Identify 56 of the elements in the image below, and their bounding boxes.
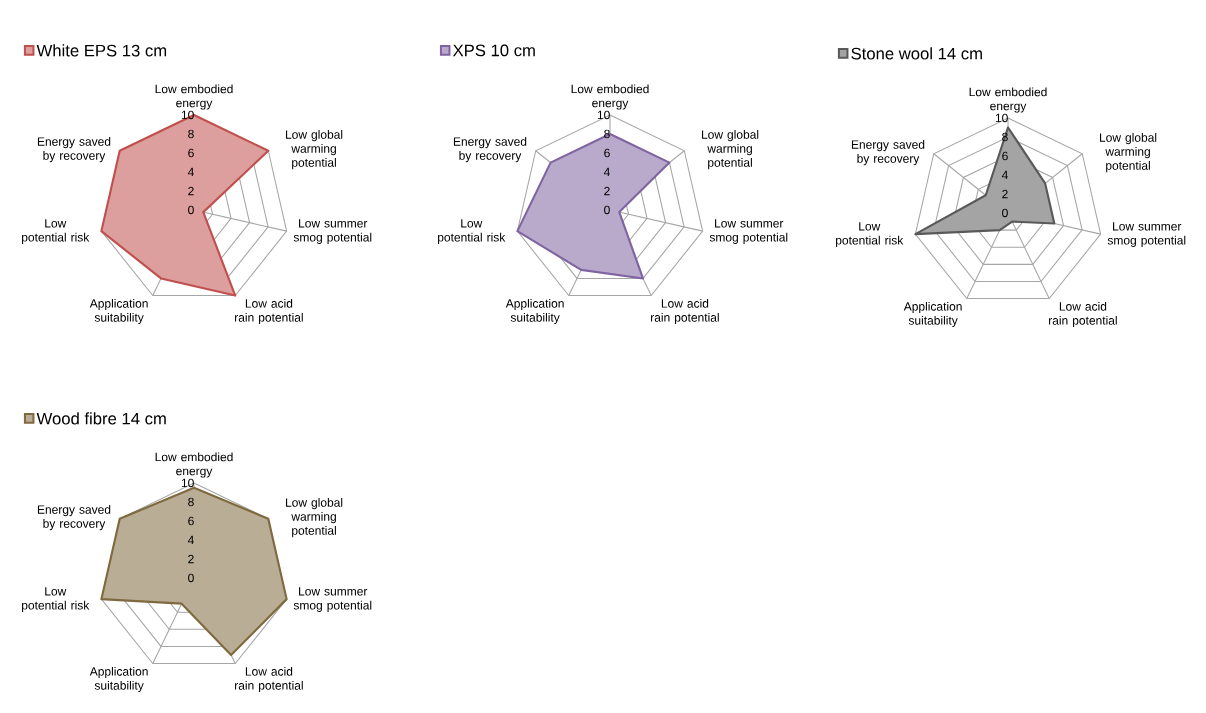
legend-label: White EPS 13 cm: [36, 44, 167, 57]
spoke-label: Low summer smog potential: [293, 219, 372, 244]
spoke-label: Energy saved by recovery: [37, 136, 111, 163]
spoke-label: Low global warming potential: [286, 129, 343, 170]
spoke-label: Low embodied energy: [969, 87, 1047, 113]
spoke-label: Application suitability: [89, 298, 148, 325]
y-tick-label: 6: [188, 516, 194, 526]
legend-label: XPS 10 cm: [452, 44, 535, 57]
spoke-label: Low potential risk: [22, 219, 90, 244]
spoke-label: Application suitability: [89, 666, 148, 693]
y-tick-label: 10: [597, 110, 610, 120]
spoke-label: Low global warming potential: [702, 129, 759, 170]
y-tick-label: 6: [604, 148, 610, 158]
spoke-label: Application suitability: [903, 301, 962, 328]
y-tick-label: 4: [1001, 170, 1008, 180]
y-tick-label: 4: [187, 535, 194, 545]
y-tick-label: 0: [188, 573, 194, 583]
y-tick-label: 0: [1002, 208, 1008, 218]
y-tick-label: 10: [181, 478, 194, 488]
y-tick-label: 10: [995, 113, 1008, 123]
spoke-label: Energy saved by recovery: [851, 139, 925, 166]
y-tick-label: 10: [181, 110, 194, 120]
y-tick-label: 0: [604, 205, 610, 215]
spoke-label: Low acid rain potential: [235, 298, 303, 325]
spoke-label: Low summer smog potential: [1107, 222, 1186, 247]
y-tick-label: 4: [187, 167, 194, 177]
spoke-label: Low embodied energy: [155, 84, 233, 110]
y-tick-label: 8: [1002, 132, 1008, 142]
y-tick-label: 2: [604, 186, 610, 196]
spoke-label: Low embodied energy: [155, 452, 233, 478]
y-tick-label: 2: [188, 554, 194, 564]
spoke-label: Low acid rain potential: [235, 666, 303, 693]
y-tick-label: 6: [1002, 151, 1008, 161]
legend-label: Stone wool 14 cm: [851, 47, 982, 60]
y-tick-label: 8: [188, 129, 194, 139]
spoke-label: Low acid rain potential: [651, 298, 719, 325]
y-tick-label: 4: [603, 167, 610, 177]
spoke-label: Low potential risk: [836, 222, 904, 247]
y-tick-label: 8: [604, 129, 610, 139]
spoke-label: Application suitability: [505, 298, 564, 325]
y-tick-label: 2: [1002, 189, 1008, 199]
spoke-label: Energy saved by recovery: [37, 504, 111, 531]
y-tick-label: 2: [188, 186, 194, 196]
spoke-label: Low potential risk: [22, 587, 90, 612]
spoke-label: Low potential risk: [438, 219, 506, 244]
y-tick-label: 0: [188, 205, 194, 215]
spoke-label: Energy saved by recovery: [453, 136, 527, 163]
spoke-label: Low global warming potential: [286, 497, 343, 538]
legend-label: Wood fibre 14 cm: [36, 412, 166, 425]
spoke-label: Low acid rain potential: [1049, 301, 1117, 328]
spoke-label: Low global warming potential: [1099, 132, 1157, 173]
y-tick-label: 8: [188, 497, 194, 507]
spoke-label: Low summer smog potential: [709, 219, 788, 244]
spoke-label: Low summer smog potential: [293, 587, 372, 612]
y-tick-label: 6: [188, 148, 194, 158]
spoke-label: Low embodied energy: [571, 84, 649, 110]
